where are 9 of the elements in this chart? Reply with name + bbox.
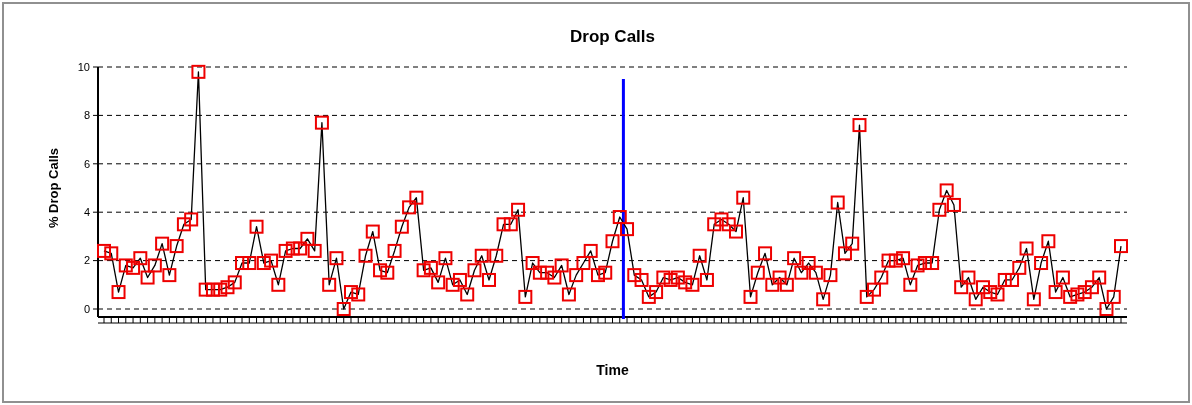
y-tick-label: 0 [83, 302, 90, 315]
x-axis-title: Time [596, 362, 629, 378]
y-tick-label: 6 [83, 157, 90, 170]
y-axis-title: % Drop Calls [46, 147, 61, 229]
y-tick-label: 4 [83, 206, 90, 219]
y-tick-label: 2 [83, 254, 90, 267]
y-tick-label: 10 [77, 60, 90, 73]
y-tick-label: 8 [83, 109, 90, 122]
chart-title: Drop Calls [569, 27, 656, 46]
